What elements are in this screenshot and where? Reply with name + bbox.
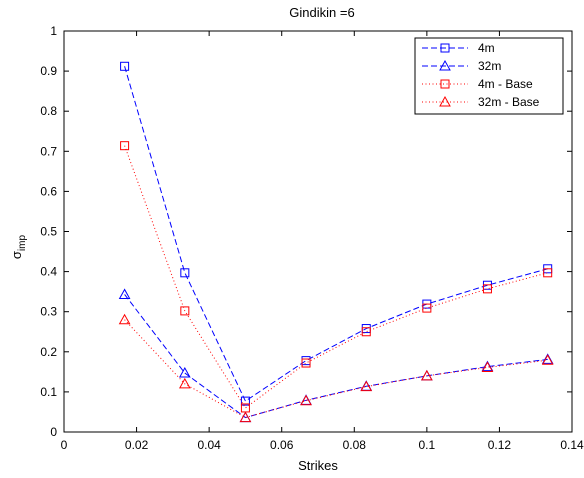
legend-marker: [440, 79, 450, 89]
data-point: [361, 327, 371, 337]
legend-label: 4m - Base: [478, 77, 533, 91]
x-tick-label: 0.02: [125, 438, 149, 452]
series-layer: [118, 61, 554, 423]
x-tick-label: 0.14: [560, 438, 584, 452]
data-point: [301, 358, 311, 368]
data-point: [180, 306, 190, 316]
y-tick-label: 0.5: [40, 225, 57, 239]
y-axis-label: σimp: [9, 234, 28, 259]
legend-box: [414, 37, 564, 115]
y-tick-label: 0.8: [40, 104, 57, 118]
data-point: [118, 313, 131, 325]
data-point: [543, 268, 553, 278]
data-point: [120, 61, 130, 71]
series-line: [124, 66, 548, 402]
data-point: [422, 303, 432, 313]
x-tick-label: 0.06: [270, 438, 294, 452]
series-2: [120, 141, 553, 413]
data-point: [118, 288, 131, 299]
y-axis-label-main: σ: [9, 251, 24, 259]
series-line: [124, 294, 548, 419]
x-tick-label: 0.1: [419, 438, 436, 452]
data-point: [360, 380, 373, 392]
x-tick-label: 0: [61, 438, 68, 452]
data-point: [178, 367, 191, 378]
series-line: [124, 145, 548, 409]
y-tick-label: 0.1: [40, 385, 57, 399]
y-axis-label-sub: imp: [17, 234, 28, 251]
x-axis-label: Strikes: [298, 458, 338, 473]
legend-label: 4m: [478, 41, 495, 55]
legend-item: 32m - Base: [422, 95, 540, 109]
data-point: [481, 361, 494, 372]
y-tick-label: 0.6: [40, 184, 57, 198]
legend-marker: [439, 95, 451, 107]
legend-item: 32m: [422, 59, 501, 73]
y-tick-label: 0.2: [40, 345, 57, 359]
legend-marker: [439, 59, 451, 71]
x-tick-label: 0.12: [488, 438, 512, 452]
series-3: [118, 313, 554, 423]
y-tick-label: 0.3: [40, 305, 57, 319]
legend: 4m 32m 4m - Base 32m - Base: [414, 37, 564, 115]
data-point: [482, 284, 492, 294]
data-point: [240, 396, 250, 406]
y-tick-label: 0.9: [40, 64, 57, 78]
x-tick-label: 0.04: [197, 438, 221, 452]
data-point: [239, 411, 252, 423]
y-tick-label: 0: [50, 425, 57, 439]
y-tick-label: 0.7: [40, 144, 57, 158]
legend-label: 32m - Base: [478, 95, 540, 109]
legend-marker: [440, 43, 450, 53]
chart-title: Gindikin =6: [289, 5, 354, 20]
y-tick-label: 0.4: [40, 265, 57, 279]
legend-label: 32m: [478, 59, 501, 73]
data-point: [120, 141, 130, 151]
data-point: [178, 377, 191, 389]
legend-item: 4m - Base: [422, 77, 533, 91]
y-tick-label: 1: [50, 24, 57, 38]
data-point: [180, 268, 190, 278]
legend-item: 4m: [422, 41, 495, 55]
data-point: [421, 369, 433, 381]
data-point: [541, 354, 554, 365]
x-tick-label: 0.08: [343, 438, 367, 452]
data-point: [300, 394, 312, 406]
axis-ticks: 0 0.02 0.04 0.06 0.08 0.1 0.12 0.14 0 0.1 0.2 0.3 0.…: [40, 24, 584, 452]
